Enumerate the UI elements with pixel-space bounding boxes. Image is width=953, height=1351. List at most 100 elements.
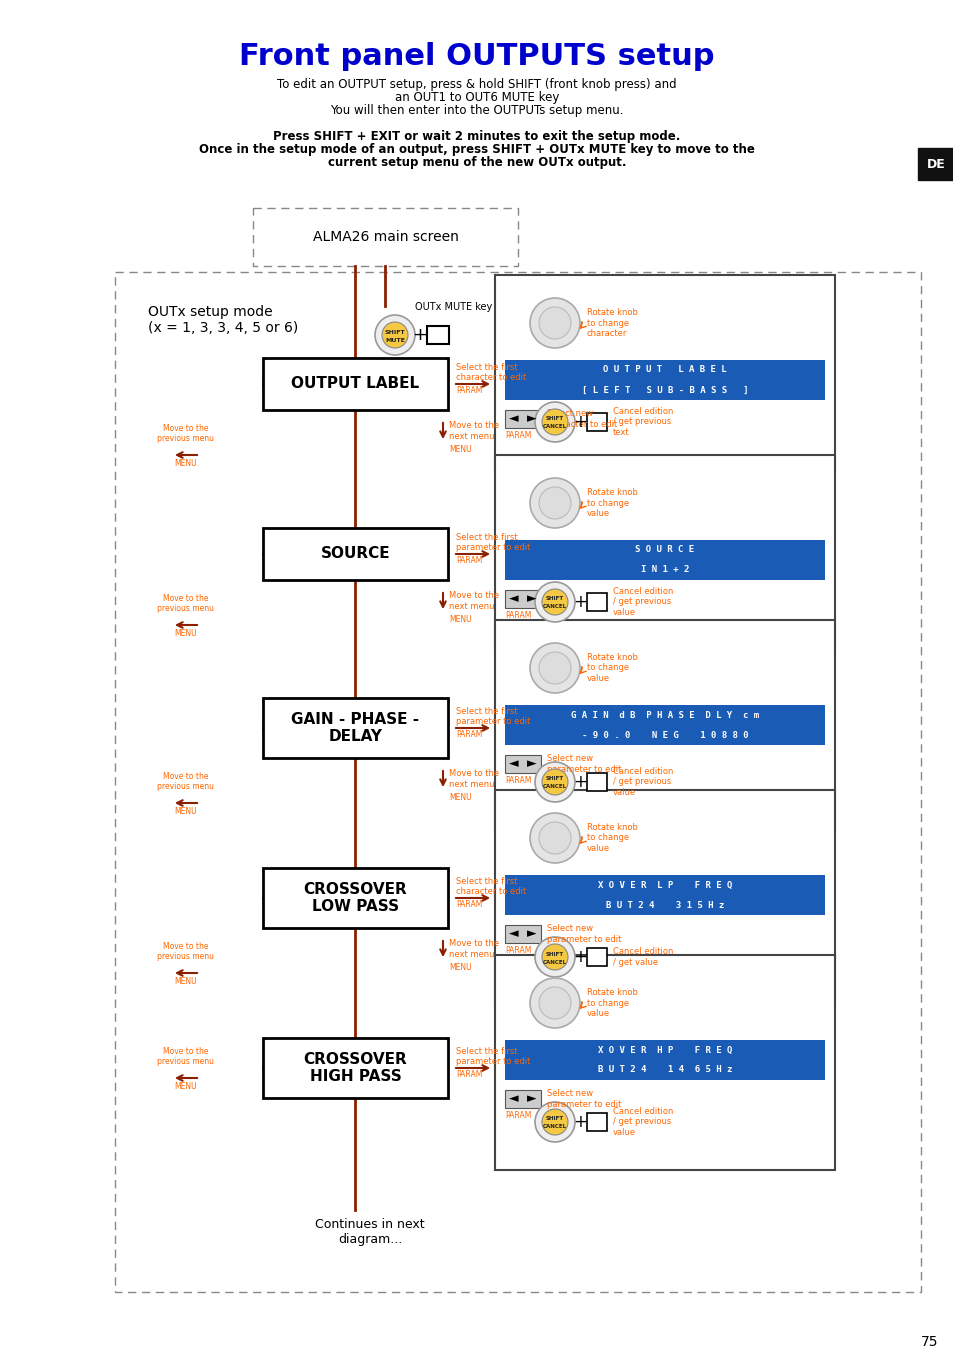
Circle shape — [538, 821, 571, 854]
Text: Move to the
next menu: Move to the next menu — [449, 592, 498, 611]
Circle shape — [375, 315, 415, 355]
Bar — [586, 413, 606, 431]
Text: G A I N  d B  P H A S E  D L Y  c m: G A I N d B P H A S E D L Y c m — [570, 711, 759, 720]
Text: PARAM: PARAM — [456, 557, 482, 565]
Circle shape — [538, 307, 571, 339]
Text: OUTPUT LABEL: OUTPUT LABEL — [291, 377, 419, 392]
Text: (x = 1, 3, 3, 4, 5 or 6): (x = 1, 3, 3, 4, 5 or 6) — [148, 322, 298, 335]
Circle shape — [541, 769, 567, 794]
Text: MENU: MENU — [174, 459, 197, 467]
Circle shape — [535, 582, 575, 621]
Bar — [586, 1113, 606, 1131]
Text: X O V E R  L P    F R E Q: X O V E R L P F R E Q — [598, 881, 731, 889]
Text: ALMA26 main screen: ALMA26 main screen — [313, 230, 458, 245]
Text: OUTx setup mode: OUTx setup mode — [148, 305, 273, 319]
Text: Select new
parameter to edit: Select new parameter to edit — [546, 1089, 620, 1109]
Text: Press SHIFT + EXIT or wait 2 minutes to exit the setup mode.: Press SHIFT + EXIT or wait 2 minutes to … — [273, 130, 680, 143]
Bar — [115, 272, 920, 1292]
Bar — [495, 955, 834, 1170]
Text: [ L E F T   S U B - B A S S   ]: [ L E F T S U B - B A S S ] — [581, 385, 747, 394]
Bar — [504, 894, 824, 915]
Text: Move to the
previous menu: Move to the previous menu — [157, 424, 214, 443]
Bar — [495, 790, 834, 1005]
Text: Cancel edition
/ get previous
value: Cancel edition / get previous value — [613, 588, 673, 617]
Circle shape — [541, 944, 567, 970]
Bar — [504, 590, 540, 608]
Bar — [504, 380, 824, 400]
Circle shape — [530, 299, 579, 349]
Text: MENU: MENU — [174, 977, 197, 986]
Text: O U T P U T   L A B E L: O U T P U T L A B E L — [602, 366, 726, 374]
Text: Rotate knob
to change
value: Rotate knob to change value — [586, 823, 638, 852]
Text: MENU: MENU — [449, 615, 471, 624]
Text: +: + — [412, 326, 427, 345]
Text: +: + — [573, 773, 586, 790]
Text: ◄: ◄ — [509, 758, 518, 770]
Text: ◄: ◄ — [509, 1093, 518, 1105]
Text: Move to the
previous menu: Move to the previous menu — [157, 593, 214, 613]
Text: PARAM: PARAM — [456, 386, 482, 394]
Bar — [504, 561, 824, 580]
Text: Cancel edition
/ get previous
value: Cancel edition / get previous value — [613, 767, 673, 797]
Text: PARAM: PARAM — [456, 900, 482, 909]
Text: Continues in next
diagram...: Continues in next diagram... — [314, 1219, 424, 1246]
Text: Move to the
next menu: Move to the next menu — [449, 422, 498, 440]
Text: Move to the
previous menu: Move to the previous menu — [157, 942, 214, 961]
Text: Select new
parameter to edit: Select new parameter to edit — [546, 754, 620, 774]
Bar — [504, 540, 824, 561]
Bar — [917, 149, 953, 180]
Text: Rotate knob
to change
character: Rotate knob to change character — [586, 308, 638, 338]
Text: X O V E R  H P    F R E Q: X O V E R H P F R E Q — [598, 1046, 731, 1055]
Text: SHIFT: SHIFT — [384, 330, 405, 335]
Bar — [495, 276, 834, 470]
Circle shape — [541, 409, 567, 435]
Text: PARAM: PARAM — [504, 775, 531, 785]
Bar — [504, 705, 824, 725]
Text: PARAM: PARAM — [504, 431, 531, 440]
Text: B U T 2 4    3 1 5 H z: B U T 2 4 3 1 5 H z — [605, 901, 723, 909]
Text: DE: DE — [925, 158, 944, 170]
Text: SHIFT: SHIFT — [545, 597, 563, 601]
Text: ◄: ◄ — [509, 412, 518, 426]
Text: Select the first
parameter to edit: Select the first parameter to edit — [456, 707, 530, 725]
Text: Cancel edition
/ get previous
value: Cancel edition / get previous value — [613, 1106, 673, 1138]
Text: CANCEL: CANCEL — [542, 785, 566, 789]
Text: MENU: MENU — [449, 793, 471, 802]
Text: S O U R C E: S O U R C E — [635, 546, 694, 554]
Text: +: + — [573, 1113, 586, 1131]
Text: Select new
parameter to edit: Select new parameter to edit — [546, 924, 620, 944]
Text: CANCEL: CANCEL — [542, 424, 566, 430]
Text: +: + — [573, 413, 586, 431]
Text: +: + — [573, 593, 586, 611]
Bar — [495, 455, 834, 650]
Text: Select new
character to edit: Select new character to edit — [546, 409, 617, 428]
Text: ◄: ◄ — [509, 593, 518, 605]
Text: Once in the setup mode of an output, press SHIFT + OUTx MUTE key to move to the: Once in the setup mode of an output, pre… — [199, 143, 754, 155]
Bar — [586, 773, 606, 790]
Text: CANCEL: CANCEL — [542, 959, 566, 965]
Bar — [427, 326, 449, 345]
Text: PARAM: PARAM — [504, 946, 531, 955]
Bar — [586, 948, 606, 966]
Bar — [263, 528, 448, 580]
Text: Select the first
parameter to edit: Select the first parameter to edit — [456, 1047, 530, 1066]
Text: MUTE: MUTE — [385, 338, 404, 343]
Text: Cancel edition
/ get value: Cancel edition / get value — [613, 947, 673, 967]
Text: ►: ► — [527, 928, 537, 940]
Text: You will then enter into the OUTPUTs setup menu.: You will then enter into the OUTPUTs set… — [330, 104, 623, 118]
Bar — [504, 725, 824, 744]
Text: ►: ► — [527, 1093, 537, 1105]
Text: CROSSOVER
LOW PASS: CROSSOVER LOW PASS — [303, 882, 407, 915]
Text: PARAM: PARAM — [456, 730, 482, 739]
Circle shape — [530, 643, 579, 693]
Bar — [263, 698, 448, 758]
Text: Select the first
character to edit: Select the first character to edit — [456, 362, 526, 382]
Text: CANCEL: CANCEL — [542, 604, 566, 609]
Circle shape — [535, 762, 575, 802]
Text: - 9 0 . 0    N E G    1 0 8 8 0: - 9 0 . 0 N E G 1 0 8 8 0 — [581, 731, 747, 739]
Text: Rotate knob
to change
value: Rotate knob to change value — [586, 488, 638, 517]
Bar — [504, 1090, 540, 1108]
Text: SOURCE: SOURCE — [320, 547, 390, 562]
Circle shape — [530, 478, 579, 528]
Text: Front panel OUTPUTS setup: Front panel OUTPUTS setup — [239, 42, 714, 72]
